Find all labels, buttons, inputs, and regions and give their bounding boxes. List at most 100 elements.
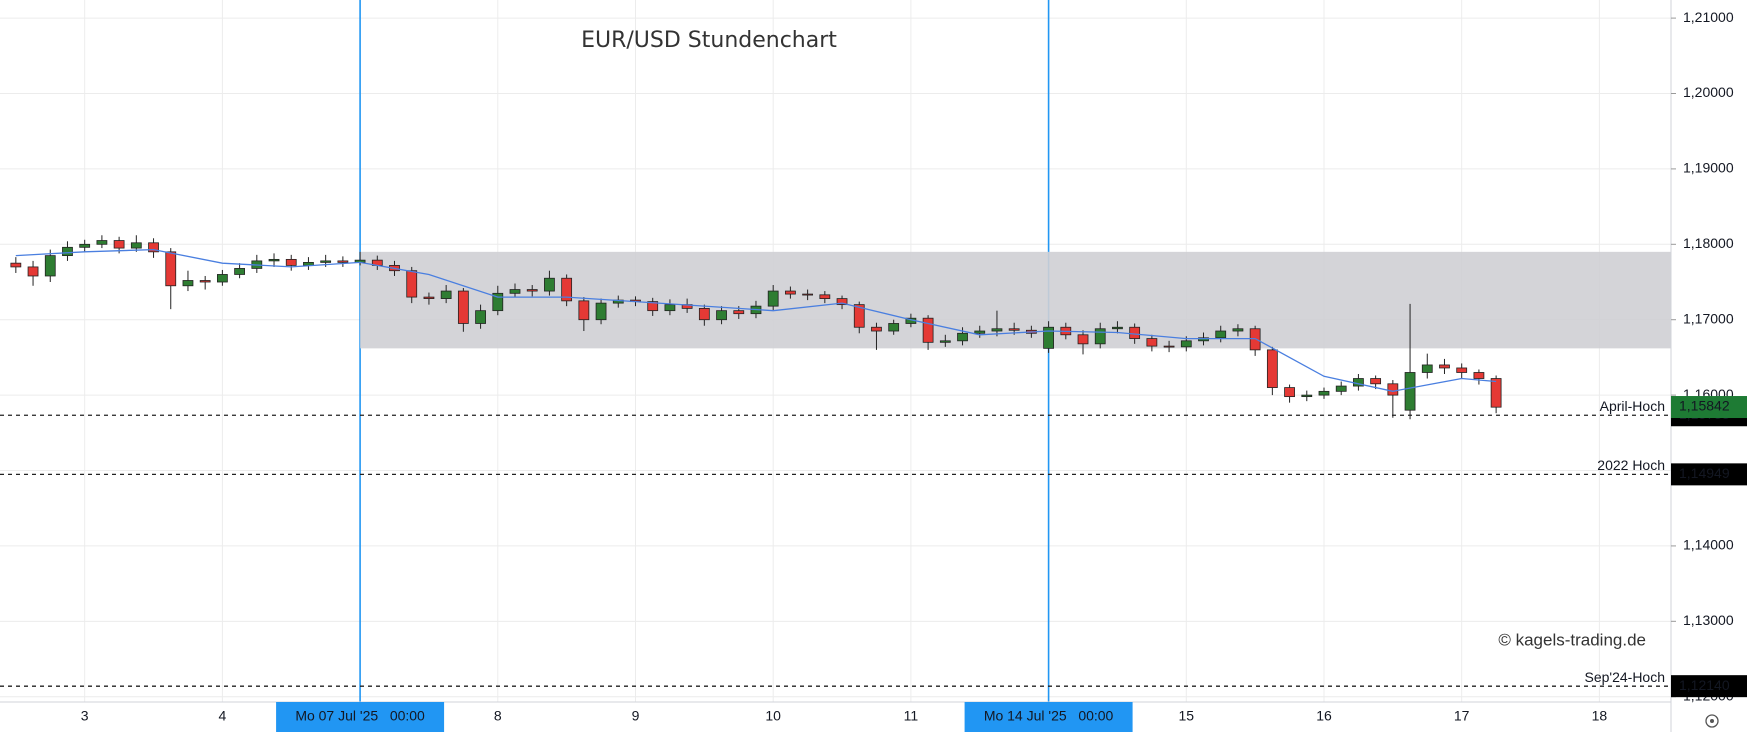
levels-layer: April-Hoch 2022 Hoch Sep'24-Hoch <box>0 398 1671 687</box>
candle-body <box>337 260 349 263</box>
candle-body <box>922 317 934 343</box>
x-tick-label: 15 <box>1179 708 1195 724</box>
candle-body <box>561 277 573 302</box>
candle-body <box>1490 378 1502 408</box>
candle-body <box>1387 383 1399 396</box>
x-tick-label: 17 <box>1454 708 1470 724</box>
settings-icon[interactable] <box>1705 714 1719 728</box>
candle-body <box>1094 328 1106 345</box>
candle-body <box>1163 345 1175 348</box>
candle-body <box>1439 364 1450 369</box>
candle-body <box>440 290 452 299</box>
candle-body <box>698 307 710 321</box>
candle-body <box>1301 394 1313 398</box>
candle-body <box>268 258 280 262</box>
x-tick-label: 8 <box>494 708 502 724</box>
candle-body <box>44 255 56 277</box>
candle-body <box>492 292 504 312</box>
last-price-box <box>1671 396 1747 419</box>
x-tick-label: Mo 07 Jul '25 00:00 <box>295 708 425 724</box>
candle-body <box>853 304 865 328</box>
candle-body <box>1215 330 1227 339</box>
date-marker-box <box>964 702 1133 732</box>
candle-body <box>113 240 125 249</box>
moving-average <box>15 248 1497 392</box>
candle-body <box>595 302 607 321</box>
candle-body <box>130 242 142 249</box>
candle-body <box>526 289 538 292</box>
candle-body <box>234 268 245 275</box>
candle-body <box>1129 326 1141 339</box>
candle-body <box>10 262 22 268</box>
candle-body <box>1232 328 1244 332</box>
candle-body <box>544 277 555 292</box>
candle-body <box>939 340 951 343</box>
candle-body <box>182 280 194 287</box>
level-price-label: 1,14949 <box>1679 465 1730 481</box>
candle-body <box>1284 387 1295 398</box>
level-name: Sep'24-Hoch <box>1585 669 1666 685</box>
candle-body <box>1198 337 1209 342</box>
candle-body <box>1180 340 1192 348</box>
x-tick-label: 11 <box>904 708 919 724</box>
candle-body <box>1404 372 1416 411</box>
y-tick-label: 1,17000 <box>1683 310 1734 326</box>
candle-body <box>767 290 779 307</box>
x-tick-label: 16 <box>1316 708 1332 724</box>
candle-body <box>819 294 831 299</box>
candle-body <box>1421 364 1433 373</box>
candle-body <box>1473 372 1485 379</box>
candle-body <box>785 290 796 295</box>
y-tick-label: 1,21000 <box>1683 9 1734 25</box>
watermark: © kagels-trading.de <box>1498 630 1646 649</box>
candle-body <box>1318 390 1330 396</box>
candle-body <box>475 310 486 324</box>
candle-body <box>888 323 900 332</box>
candle-body <box>406 270 418 298</box>
x-tick-label: 4 <box>218 708 226 724</box>
x-tick-label: Mo 14 Jul '25 00:00 <box>984 708 1114 724</box>
level-name: 2022 Hoch <box>1597 457 1665 473</box>
x-tick-label: 10 <box>765 708 781 724</box>
x-tick-label: 3 <box>81 708 89 724</box>
candle-body <box>285 258 297 266</box>
last-price-label: 1,15842 <box>1679 398 1730 414</box>
candle-body <box>974 330 986 334</box>
candle-body <box>1370 378 1382 385</box>
candle-body <box>148 242 159 253</box>
candle-body <box>320 260 332 263</box>
level-name: April-Hoch <box>1600 398 1665 414</box>
candles-layer <box>10 235 1502 420</box>
candle-body <box>79 243 91 248</box>
x-tick-label: 18 <box>1592 708 1608 724</box>
candle-body <box>216 274 228 283</box>
candle-body <box>733 310 745 315</box>
settings-icon-dot <box>1710 719 1714 723</box>
candle-body <box>1077 334 1089 345</box>
candle-body <box>509 289 521 294</box>
candle-body <box>578 300 590 321</box>
level-price-box <box>1671 675 1747 698</box>
candle-body <box>802 293 814 296</box>
candle-body <box>871 326 882 332</box>
date-marker-box <box>276 702 445 732</box>
level-price-box <box>1671 463 1747 486</box>
zone-layer <box>360 251 1671 349</box>
candle-body <box>165 251 177 287</box>
candle-body <box>716 310 727 321</box>
candle-body <box>1146 338 1158 347</box>
level-price-label: 1,12140 <box>1679 677 1730 693</box>
candle-body <box>647 301 659 312</box>
candle-body <box>199 280 211 283</box>
candle-body <box>27 266 39 277</box>
chart-title: EUR/USD Stundenchart <box>581 28 837 53</box>
candle-body <box>664 304 676 312</box>
candle-body <box>1112 326 1123 330</box>
candle-body <box>1008 328 1020 331</box>
y-tick-label: 1,13000 <box>1683 612 1734 628</box>
candle-body <box>1266 349 1278 388</box>
